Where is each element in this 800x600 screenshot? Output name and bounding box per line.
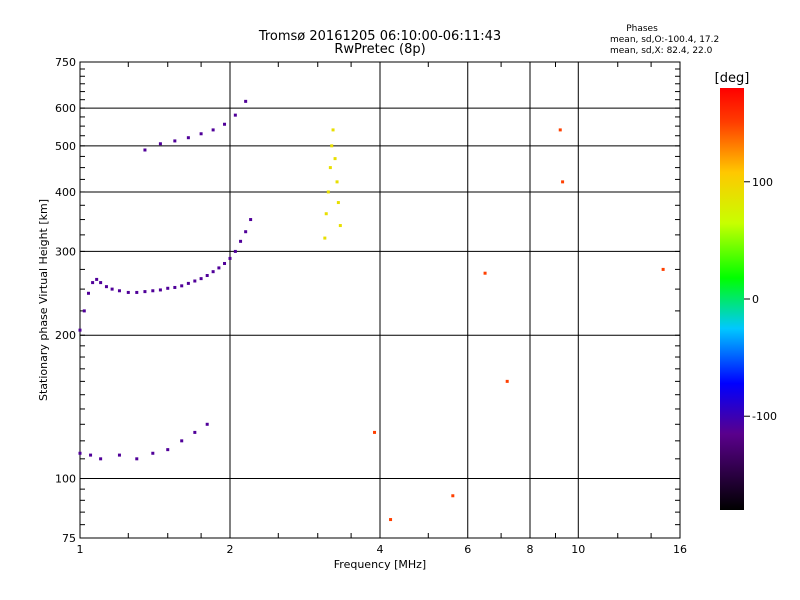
data-point (661, 267, 665, 271)
y-tick-label: 750 (55, 56, 76, 69)
y-tick-label: 200 (55, 329, 76, 342)
colorbar-ticks: 100 0 -100 (744, 176, 777, 423)
data-point (217, 266, 221, 270)
x-tick-label: 10 (571, 543, 585, 556)
data-point (180, 439, 184, 443)
data-point (117, 289, 121, 293)
data-point (135, 457, 139, 461)
data-point (104, 285, 108, 289)
data-point (89, 453, 93, 457)
data-point (483, 271, 487, 275)
data-point (135, 290, 139, 294)
data-point (99, 281, 103, 285)
data-point (205, 422, 209, 426)
data-point (223, 122, 227, 126)
data-point (228, 256, 232, 260)
y-axis-label: Stationary phase Virtual Height [km] (37, 199, 50, 401)
data-point (233, 113, 237, 117)
x-tick-label: 16 (673, 543, 687, 556)
data-point (199, 132, 203, 136)
data-point (126, 290, 130, 294)
data-point (330, 144, 334, 148)
data-point (336, 201, 340, 205)
data-point (193, 279, 197, 283)
data-point (82, 309, 86, 313)
data-point (389, 518, 393, 522)
data-point (86, 291, 90, 295)
y-tick-label: 500 (55, 140, 76, 153)
data-point (244, 99, 248, 103)
data-point (78, 451, 82, 455)
y-tick-label: 300 (55, 245, 76, 258)
data-point (199, 277, 203, 281)
data-point (249, 218, 253, 222)
colorbar-tick-label: -100 (752, 410, 777, 423)
data-point (561, 180, 565, 184)
data-point (331, 128, 335, 132)
stats-header: Phases (626, 24, 658, 34)
chart-title: Tromsø 20161205 06:10:00-06:11:43 (258, 29, 501, 44)
data-point (505, 379, 509, 383)
x-axis-label: Frequency [MHz] (334, 558, 426, 571)
data-point (326, 190, 330, 194)
data-point (95, 277, 99, 281)
data-point (78, 328, 82, 332)
y-tick-label: 100 (55, 473, 76, 486)
y-tick-label: 75 (62, 532, 76, 545)
x-tick-label: 6 (464, 543, 471, 556)
data-point (205, 274, 209, 278)
data-point (158, 288, 162, 292)
colorbar-tick-label: 0 (752, 293, 759, 306)
data-point (211, 128, 215, 132)
data-point (328, 166, 332, 170)
x-tick-label: 4 (377, 543, 384, 556)
data-point (173, 285, 177, 289)
data-point (143, 148, 147, 152)
data-point (151, 451, 155, 455)
x-tick-label: 8 (527, 543, 534, 556)
data-point (151, 289, 155, 293)
plot-area: 1 2 4 6 8 10 16 75 100 200 300 400 500 600 750 (55, 56, 687, 556)
data-point (173, 139, 177, 143)
colorbar (720, 88, 744, 510)
y-tick-label: 400 (55, 186, 76, 199)
data-point (233, 249, 237, 253)
grid-lines (80, 62, 680, 538)
y-tick-label: 600 (55, 102, 76, 115)
data-point (324, 212, 328, 216)
data-points (78, 99, 665, 522)
data-point (158, 142, 162, 146)
chart-subtitle: RwPretec (8p) (334, 42, 425, 57)
data-point (211, 270, 215, 274)
data-point (239, 239, 243, 243)
data-point (166, 448, 170, 452)
data-point (193, 430, 197, 434)
data-point (451, 494, 455, 498)
stats-o-mode: mean, sd,O:-100.4, 17.2 (610, 35, 719, 45)
colorbar-tick-label: 100 (752, 176, 773, 189)
data-point (244, 230, 248, 234)
data-point (180, 284, 184, 288)
data-point (338, 224, 342, 228)
data-point (166, 286, 170, 290)
data-point (335, 180, 339, 184)
axis-ticks: 1 2 4 6 8 10 16 75 100 200 300 400 500 600 750 (55, 56, 687, 556)
colorbar-label: [deg] (715, 71, 750, 86)
x-tick-label: 1 (77, 543, 84, 556)
data-point (110, 287, 114, 291)
data-point (143, 290, 147, 294)
data-point (323, 236, 327, 240)
data-point (117, 453, 121, 457)
data-point (91, 281, 95, 285)
data-point (186, 281, 190, 285)
data-point (223, 261, 227, 265)
data-point (186, 136, 190, 140)
x-tick-label: 2 (227, 543, 234, 556)
data-point (558, 128, 562, 132)
data-point (373, 430, 377, 434)
stats-x-mode: mean, sd,X: 82.4, 22.0 (610, 46, 713, 56)
data-point (333, 157, 337, 161)
data-point (99, 457, 103, 461)
